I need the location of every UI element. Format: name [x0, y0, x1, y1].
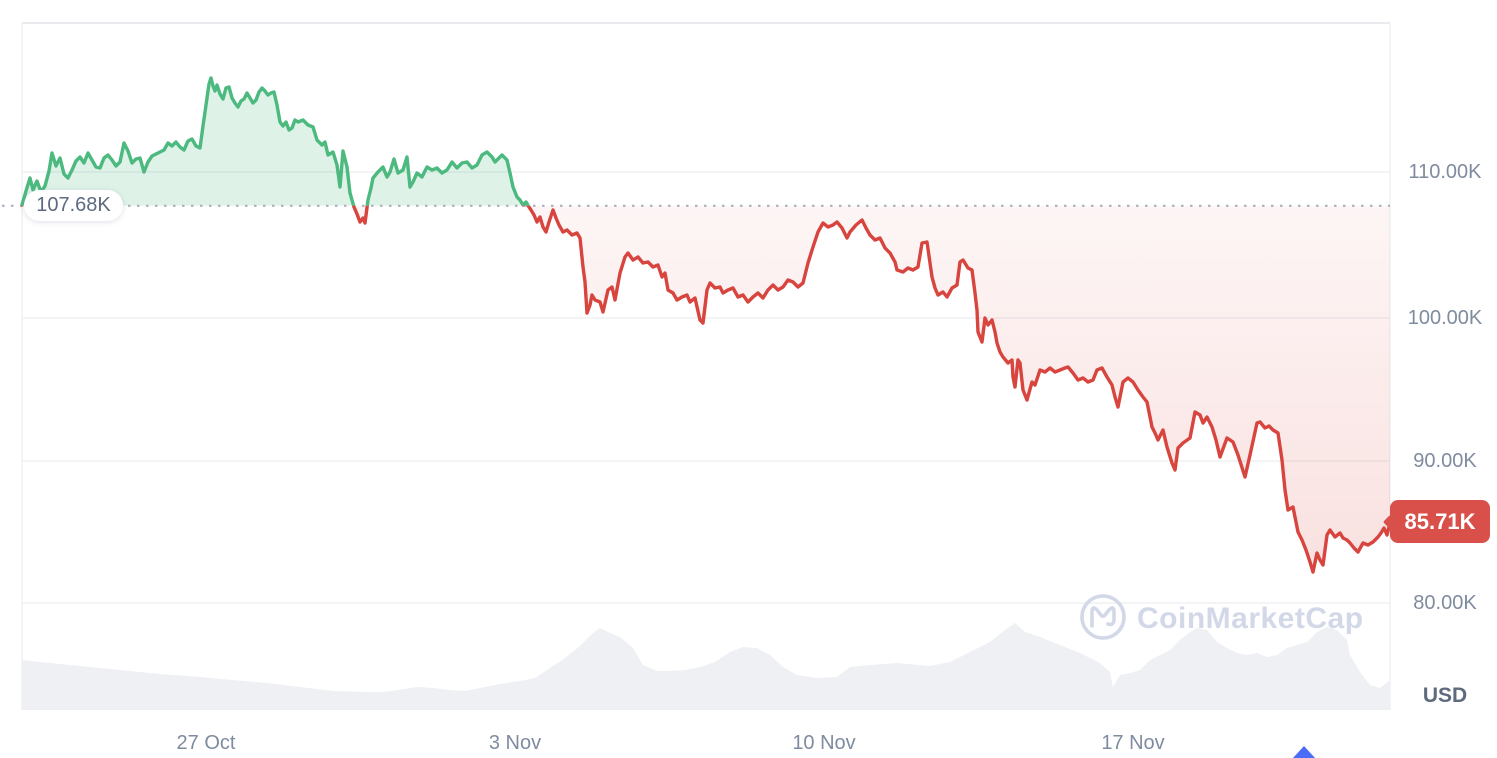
y-axis-tick-100k: 100.00K — [1407, 307, 1483, 329]
x-axis-tick-10nov: 10 Nov — [792, 732, 856, 754]
volume-area — [22, 623, 1390, 710]
price-line-green — [20, 76, 531, 206]
coinmarketcap-watermark-text: CoinMarketCap — [1137, 602, 1364, 635]
coinmarketcap-logo-m — [1090, 606, 1116, 628]
y-axis-tick-80k: 80.00K — [1413, 592, 1477, 614]
x-axis-tick-17nov: 17 Nov — [1101, 732, 1165, 754]
current-price-badge: 85.71K — [1382, 500, 1490, 543]
price-area-below-baseline — [353, 205, 1390, 572]
currency-unit-label: USD — [1422, 684, 1468, 707]
y-axis-tick-90k: 90.00K — [1413, 450, 1477, 472]
coinmarketcap-logo-icon — [1080, 594, 1126, 640]
y-axis-tick-110k: 110.00K — [1408, 161, 1482, 183]
x-axis-tick-27oct: 27 Oct — [176, 732, 236, 754]
baseline-price-value: 107.68K — [36, 194, 111, 216]
baseline-price-label: 107.68K — [24, 190, 123, 221]
price-line-red — [20, 205, 1392, 574]
x-axis-tick-3nov: 3 Nov — [488, 732, 542, 754]
current-price-value: 85.71K — [1404, 508, 1476, 534]
navigator-handle[interactable] — [1293, 746, 1315, 758]
price-area-above-baseline — [22, 78, 1390, 206]
